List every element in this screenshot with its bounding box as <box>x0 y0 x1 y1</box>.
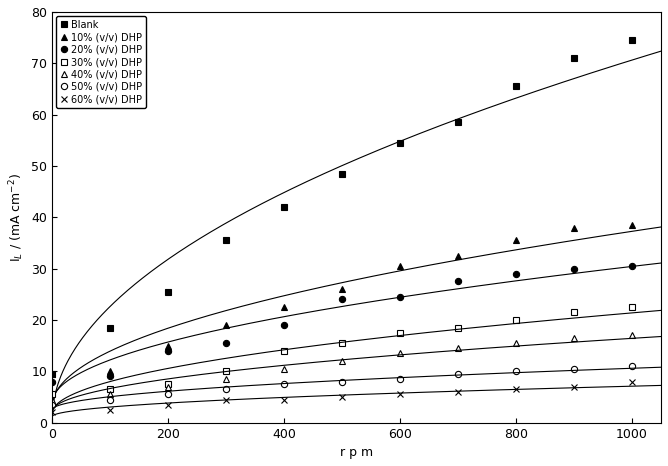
Y-axis label: I$_L$ / (mA cm$^{-2}$): I$_L$ / (mA cm$^{-2}$) <box>7 173 25 262</box>
Legend: Blank, 10% (v/v) DHP, 20% (v/v) DHP, 30% (v/v) DHP, 40% (v/v) DHP, 50% (v/v) DHP: Blank, 10% (v/v) DHP, 20% (v/v) DHP, 30%… <box>56 16 146 108</box>
X-axis label: r p m: r p m <box>340 446 373 459</box>
